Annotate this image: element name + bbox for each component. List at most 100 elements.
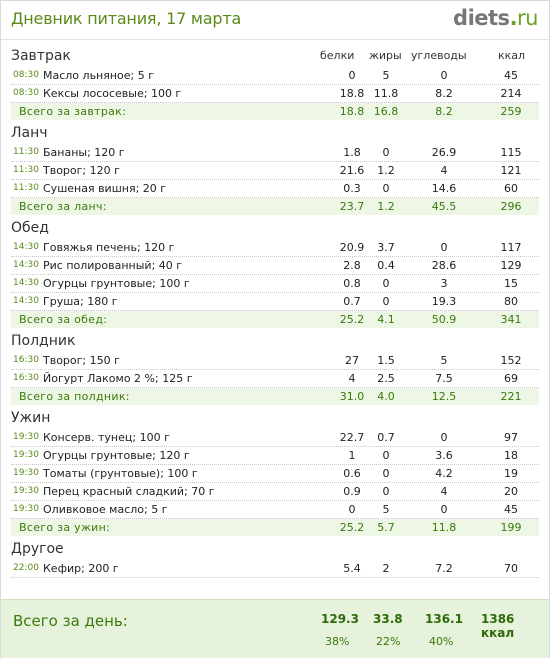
food-fat: 5 xyxy=(382,69,390,82)
logo-name: diets xyxy=(453,6,510,30)
food-name[interactable]: Груша; 180 г xyxy=(43,295,118,308)
meal-sections: Завтрак 08:30 Масло льняное; 5 г 0 5 0 45 08:30… xyxy=(1,43,549,578)
food-time: 14:30 xyxy=(13,260,39,270)
meal-title: Полдник xyxy=(11,333,76,349)
food-name[interactable]: Масло льняное; 5 г xyxy=(43,69,155,82)
food-time: 19:30 xyxy=(13,450,39,460)
food-carbs: 26.9 xyxy=(431,146,457,159)
food-time: 11:30 xyxy=(13,183,39,193)
food-time: 14:30 xyxy=(13,242,39,252)
food-fat: 0.7 xyxy=(377,431,395,444)
food-carbs: 7.5 xyxy=(435,372,453,385)
column-header-fat: жиры xyxy=(369,49,402,62)
food-row[interactable]: 11:30 Сушеная вишня; 20 г 0.3 0 14.6 60 xyxy=(11,180,539,198)
column-header-carbs: углеводы xyxy=(411,49,467,62)
food-row[interactable]: 08:30 Масло льняное; 5 г 0 5 0 45 xyxy=(11,67,539,85)
food-kcal: 70 xyxy=(504,562,518,575)
food-protein: 1.8 xyxy=(343,146,361,159)
food-kcal: 121 xyxy=(500,164,522,177)
food-carbs: 14.6 xyxy=(431,182,457,195)
meal-total-protein: 25.2 xyxy=(339,313,365,326)
food-name[interactable]: Огурцы грунтовые; 100 г xyxy=(43,277,190,290)
food-row[interactable]: 19:30 Оливковое масло; 5 г 0 5 0 45 xyxy=(11,501,539,519)
food-name[interactable]: Перец красный сладкий; 70 г xyxy=(43,485,215,498)
food-carbs: 28.6 xyxy=(431,259,457,272)
food-protein: 27 xyxy=(345,354,359,367)
food-carbs: 0 xyxy=(440,503,448,516)
food-time: 08:30 xyxy=(13,88,39,98)
food-kcal: 45 xyxy=(504,503,518,516)
food-name[interactable]: Кефир; 200 г xyxy=(43,562,119,575)
food-fat: 0 xyxy=(382,295,390,308)
meal-section: Ланч 11:30 Бананы; 120 г 1.8 0 26.9 115 11:30 Тв… xyxy=(1,120,549,215)
food-row[interactable]: 19:30 Огурцы грунтовые; 120 г 1 0 3.6 18 xyxy=(11,447,539,465)
food-row[interactable]: 14:30 Говяжья печень; 120 г 20.9 3.7 0 117 xyxy=(11,239,539,257)
food-carbs: 0 xyxy=(440,241,448,254)
food-name[interactable]: Огурцы грунтовые; 120 г xyxy=(43,449,190,462)
food-row[interactable]: 14:30 Рис полированный; 40 г 2.8 0.4 28.6 129 xyxy=(11,257,539,275)
food-name[interactable]: Оливковое масло; 5 г xyxy=(43,503,168,516)
food-protein: 0.7 xyxy=(343,295,361,308)
food-name[interactable]: Йогурт Лакомо 2 %; 125 г xyxy=(43,372,193,385)
food-fat: 0 xyxy=(382,485,390,498)
food-name[interactable]: Сушеная вишня; 20 г xyxy=(43,182,167,195)
meal-section: Обед 14:30 Говяжья печень; 120 г 20.9 3.7 0 11… xyxy=(1,215,549,328)
food-row[interactable]: 11:30 Бананы; 120 г 1.8 0 26.9 115 xyxy=(11,144,539,162)
food-row[interactable]: 19:30 Перец красный сладкий; 70 г 0.9 0 4 20 xyxy=(11,483,539,501)
food-row[interactable]: 14:30 Огурцы грунтовые; 100 г 0.8 0 3 15 xyxy=(11,275,539,293)
meal-section: Другое 22:00 Кефир; 200 г 5.4 2 7.2 70 xyxy=(1,536,549,578)
logo-tld: ru xyxy=(517,6,538,30)
food-protein: 0.9 xyxy=(343,485,361,498)
meal-total-kcal: 199 xyxy=(500,521,522,534)
meal-title: Обед xyxy=(11,220,49,236)
food-row[interactable]: 19:30 Консерв. тунец; 100 г 22.7 0.7 0 97 xyxy=(11,429,539,447)
food-row[interactable]: 19:30 Томаты (грунтовые); 100 г 0.6 0 4.2 19 xyxy=(11,465,539,483)
meal-total-label: Всего за полдник: xyxy=(19,390,130,403)
food-fat: 0 xyxy=(382,467,390,480)
site-logo[interactable]: diets.ru xyxy=(453,6,538,30)
food-name[interactable]: Томаты (грунтовые); 100 г xyxy=(43,467,198,480)
meal-total-row: Всего за полдник: 31.0 4.0 12.5 221 xyxy=(11,388,539,405)
meal-total-protein: 18.8 xyxy=(339,105,365,118)
food-fat: 11.8 xyxy=(373,87,399,100)
meal-total-carbs: 8.2 xyxy=(435,105,453,118)
food-fat: 2 xyxy=(382,562,390,575)
day-total-label: Всего за день: xyxy=(13,612,128,630)
meal-total-fat: 5.7 xyxy=(377,521,395,534)
food-time: 16:30 xyxy=(13,355,39,365)
food-row[interactable]: 16:30 Йогурт Лакомо 2 %; 125 г 4 2.5 7.5 69 xyxy=(11,370,539,388)
food-row[interactable]: 16:30 Творог; 150 г 27 1.5 5 152 xyxy=(11,352,539,370)
food-kcal: 97 xyxy=(504,431,518,444)
food-name[interactable]: Кексы лососевые; 100 г xyxy=(43,87,182,100)
food-protein: 2.8 xyxy=(343,259,361,272)
meal-total-kcal: 221 xyxy=(500,390,522,403)
food-kcal: 19 xyxy=(504,467,518,480)
food-carbs: 3 xyxy=(440,277,448,290)
day-total-fat: 33.8 xyxy=(373,612,403,626)
food-kcal: 117 xyxy=(500,241,522,254)
food-row[interactable]: 22:00 Кефир; 200 г 5.4 2 7.2 70 xyxy=(11,560,539,578)
food-kcal: 69 xyxy=(504,372,518,385)
food-protein: 0.6 xyxy=(343,467,361,480)
food-kcal: 80 xyxy=(504,295,518,308)
meal-title: Другое xyxy=(11,541,64,557)
food-time: 14:30 xyxy=(13,278,39,288)
meal-total-carbs: 50.9 xyxy=(431,313,457,326)
food-row[interactable]: 11:30 Творог; 120 г 21.6 1.2 4 121 xyxy=(11,162,539,180)
food-name[interactable]: Консерв. тунец; 100 г xyxy=(43,431,170,444)
food-name[interactable]: Бананы; 120 г xyxy=(43,146,125,159)
meal-total-row: Всего за ужин: 25.2 5.7 11.8 199 xyxy=(11,519,539,536)
food-name[interactable]: Творог; 120 г xyxy=(43,164,120,177)
food-kcal: 115 xyxy=(500,146,522,159)
day-total-bar: Всего за день: 129.3 33.8 136.1 1386 кка… xyxy=(1,599,549,658)
food-name[interactable]: Говяжья печень; 120 г xyxy=(43,241,175,254)
food-time: 19:30 xyxy=(13,486,39,496)
column-header-kcal: ккал xyxy=(498,49,526,62)
food-name[interactable]: Рис полированный; 40 г xyxy=(43,259,183,272)
food-row[interactable]: 08:30 Кексы лососевые; 100 г 18.8 11.8 8.2 21… xyxy=(11,85,539,103)
food-carbs: 8.2 xyxy=(435,87,453,100)
header: Дневник питания, 17 марта diets.ru xyxy=(1,1,549,40)
food-row[interactable]: 14:30 Груша; 180 г 0.7 0 19.3 80 xyxy=(11,293,539,311)
food-name[interactable]: Творог; 150 г xyxy=(43,354,120,367)
food-carbs: 0 xyxy=(440,69,448,82)
